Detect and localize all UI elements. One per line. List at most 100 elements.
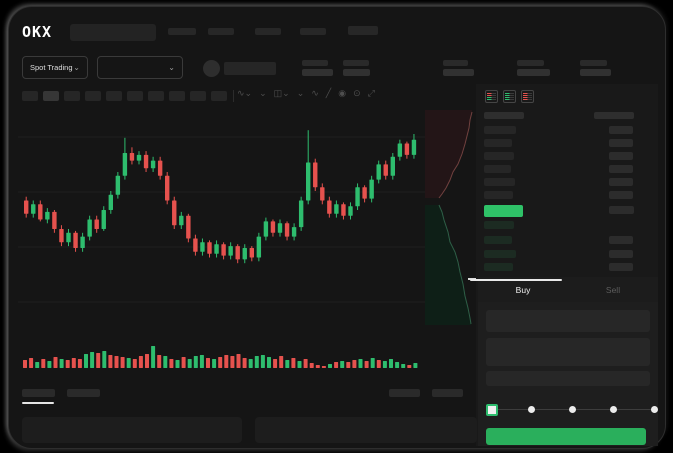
candle [94, 219, 99, 229]
volume-bar [218, 357, 223, 368]
volume-bar [224, 355, 229, 368]
candle [101, 210, 106, 229]
orderbook-ask-amount [609, 126, 633, 134]
token-avatar [203, 60, 220, 77]
slider-stop[interactable] [528, 406, 535, 413]
camera-icon[interactable]: ◉ [338, 88, 347, 98]
volume-bar [328, 364, 332, 368]
orderbook-ask-row[interactable] [484, 178, 515, 186]
volume-bar [145, 354, 149, 368]
volume-bar [193, 356, 198, 368]
orderbook-bid-row[interactable] [484, 250, 516, 258]
tab-buy[interactable]: Buy [515, 284, 531, 295]
candle [45, 211, 50, 220]
settings-icon[interactable]: ⊙ [353, 88, 361, 98]
bottom-tab[interactable] [22, 389, 55, 397]
volume-bar [65, 360, 70, 368]
volume-bar [273, 359, 278, 368]
market-type-dropdown[interactable]: Spot Trading ⌄ [22, 56, 88, 79]
volume-bar [334, 362, 339, 368]
orderbook-ask-row[interactable] [484, 191, 513, 199]
timeframe-button[interactable] [148, 91, 164, 101]
bottom-panel [22, 417, 242, 443]
volume-bar [315, 365, 320, 368]
slider-stop[interactable] [569, 406, 576, 413]
volume-bar [358, 359, 363, 368]
interval-chevron-icon[interactable]: ⌄ [259, 88, 267, 98]
stat-value-placeholder [302, 69, 333, 76]
volume-bar [41, 359, 46, 368]
tab-sell[interactable]: Sell [605, 284, 621, 295]
orderbook-bid-row[interactable] [484, 263, 513, 271]
candlestick-chart[interactable] [18, 106, 426, 332]
volume-bar [303, 359, 308, 368]
timeframe-button[interactable] [127, 91, 143, 101]
orderbook-header-right [594, 112, 634, 119]
search-input[interactable] [70, 24, 156, 41]
nav-item-placeholder[interactable] [348, 26, 378, 35]
chevron-down-icon: ⌄ [168, 62, 175, 72]
volume-bar [102, 351, 107, 368]
ob-mode-bids-icon[interactable] [503, 90, 516, 103]
nav-item-placeholder[interactable] [208, 28, 234, 35]
orderbook-bid-row[interactable] [484, 236, 512, 244]
line-type-icon[interactable]: ∿⌄ [237, 88, 253, 98]
candle [355, 187, 360, 207]
ob-mode-both-icon[interactable] [485, 90, 498, 103]
candle [383, 164, 388, 176]
orderbook-ask-row[interactable] [484, 126, 516, 134]
candle [298, 200, 304, 228]
pair-selector-dropdown[interactable]: ⌄ [97, 56, 183, 79]
fullscreen-icon[interactable]: ⤢ [367, 88, 375, 98]
trendline-icon[interactable]: ╱ [325, 88, 332, 98]
timeframe-button[interactable] [43, 91, 59, 101]
amount-input[interactable] [486, 338, 650, 366]
volume-bar [260, 355, 265, 368]
volume-bar [297, 361, 302, 368]
candle [143, 154, 149, 169]
indicator-icon[interactable]: ∿ [311, 88, 319, 98]
candle-style-icon[interactable]: ◫⌄ [273, 88, 290, 98]
nav-item-placeholder[interactable] [255, 28, 281, 35]
trade-tabbar: Buy Sell [478, 277, 658, 302]
volume-bar [242, 358, 247, 368]
volume-bar [279, 356, 284, 368]
buy-button[interactable] [486, 428, 646, 445]
candle [200, 242, 205, 252]
timeframe-button[interactable] [85, 91, 101, 101]
timeframe-button[interactable] [169, 91, 185, 101]
price-input[interactable] [486, 310, 650, 332]
volume-bar [114, 356, 119, 368]
orderbook-bid-amount [609, 250, 633, 258]
stat-label-placeholder [517, 60, 544, 66]
candle [193, 238, 198, 252]
bottom-action-placeholder[interactable] [389, 389, 420, 397]
orderbook-ask-row[interactable] [484, 139, 512, 147]
slider-stop[interactable] [610, 406, 617, 413]
bottom-active-tab-underline [22, 402, 54, 404]
timeframe-button[interactable] [211, 91, 227, 101]
volume-bar [389, 359, 393, 368]
nav-item-placeholder[interactable] [168, 28, 196, 35]
stat-label-placeholder [443, 60, 468, 66]
nav-item-placeholder[interactable] [300, 28, 326, 35]
timeframe-button[interactable] [22, 91, 38, 101]
slider-stop[interactable] [651, 406, 658, 413]
ob-mode-asks-icon[interactable] [521, 90, 534, 103]
total-input[interactable] [486, 371, 650, 386]
orderbook-ask-row[interactable] [484, 152, 514, 160]
bottom-tab[interactable] [67, 389, 100, 397]
volume-bar [163, 356, 168, 368]
orderbook-ask-row[interactable] [484, 165, 511, 173]
timeframe-button[interactable] [106, 91, 122, 101]
orderbook-bid-row[interactable] [484, 221, 514, 229]
timeframe-button[interactable] [190, 91, 206, 101]
timeframe-button[interactable] [64, 91, 80, 101]
candle [362, 187, 367, 199]
depth-chart [425, 110, 473, 325]
slider-handle[interactable] [486, 404, 498, 416]
bottom-action-placeholder[interactable] [432, 389, 463, 397]
chevron-down-icon[interactable]: ⌄ [296, 88, 305, 98]
pair-name-bar [224, 62, 276, 75]
orderbook-last-price[interactable] [484, 205, 523, 217]
